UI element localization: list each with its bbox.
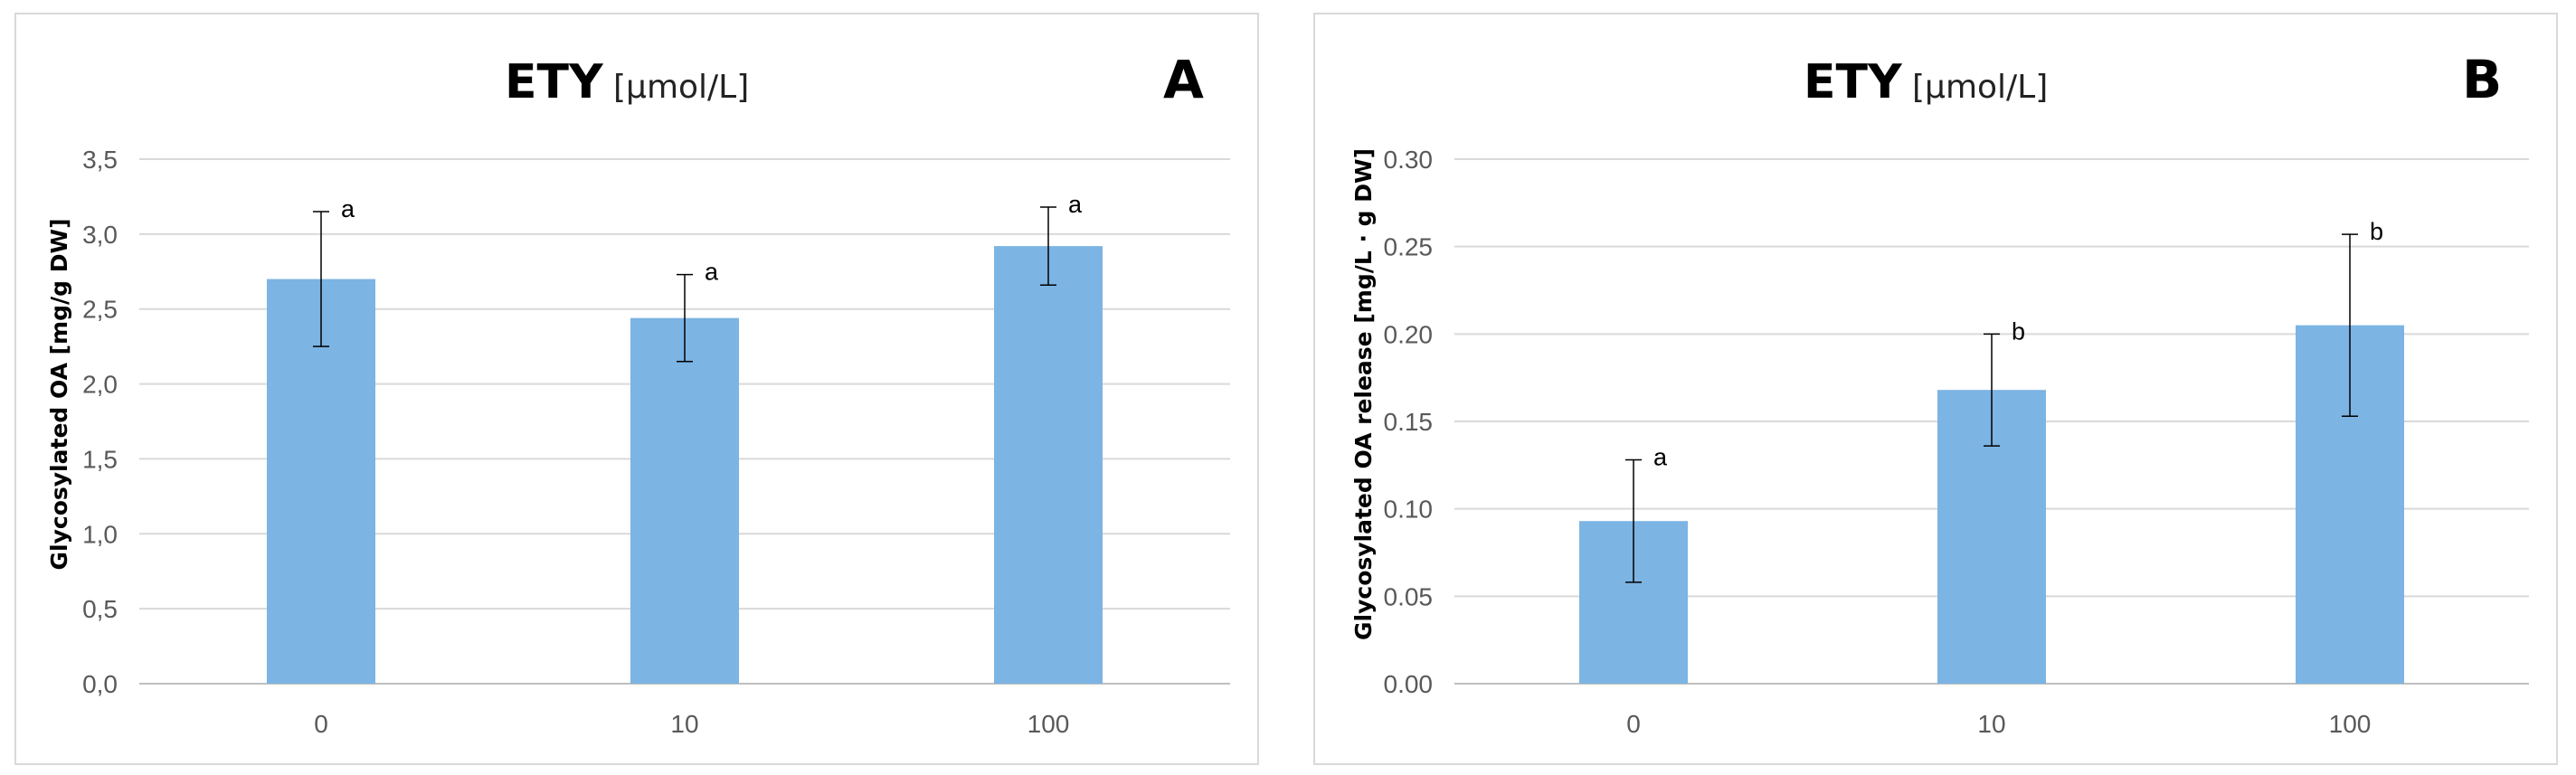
chart-b-y-tick-label: 0.00 <box>1384 670 1434 698</box>
chart-a-x-tick-label: 100 <box>1028 710 1070 738</box>
chart-a-bar-10 <box>630 317 739 684</box>
chart-b-title-unit: [μmol/L] <box>1912 69 2048 106</box>
chart-b-x-tick-label: 100 <box>2329 710 2372 738</box>
chart-b-x-tick-label: 0 <box>1626 710 1641 738</box>
chart-b-significance-label: a <box>1653 444 1668 471</box>
chart-a-x-tick-label: 10 <box>670 710 698 738</box>
chart-b-significance-label: b <box>2012 317 2025 345</box>
chart-a-y-tick-label: 0,5 <box>82 595 118 623</box>
chart-a-panel-letter: A <box>1163 49 1204 110</box>
chart-a-significance-label: a <box>705 259 719 286</box>
chart-a-title: ETY <box>505 55 604 109</box>
chart-panel-b: ETY [μmol/L] B Glycosylated OA release [… <box>1313 13 2558 765</box>
chart-b-y-tick-label: 0.20 <box>1384 320 1434 348</box>
chart-a-y-tick-label: 2,0 <box>82 371 118 399</box>
chart-a-bar-100 <box>994 246 1103 684</box>
chart-a-significance-label: a <box>1068 191 1083 218</box>
chart-a-y-tick-label: 1,5 <box>82 445 118 473</box>
chart-a-x-tick-label: 0 <box>314 710 328 738</box>
chart-b-y-axis-label: Glycosylated OA release [mg/L · g DW] <box>1350 148 1377 640</box>
chart-a-y-axis-label: Glycosylated OA [mg/g DW] <box>46 219 72 571</box>
chart-a-y-tick-label: 0,0 <box>82 670 118 698</box>
chart-a-svg: ETY [μmol/L] A Glycosylated OA [mg/g DW]… <box>46 49 1230 738</box>
chart-a-significance-label: a <box>341 195 355 222</box>
chart-b-y-tick-label: 0.10 <box>1384 496 1434 524</box>
chart-a-title-unit: [μmol/L] <box>613 69 749 106</box>
chart-b-svg: ETY [μmol/L] B Glycosylated OA release [… <box>1350 49 2529 738</box>
chart-a-y-tick-label: 1,0 <box>82 520 118 548</box>
chart-b-y-tick-label: 0.25 <box>1384 233 1434 261</box>
chart-b-y-tick-label: 0.30 <box>1384 146 1434 174</box>
chart-b-panel-letter: B <box>2462 49 2502 110</box>
chart-b-y-tick-label: 0.05 <box>1384 582 1434 610</box>
chart-b-significance-label: b <box>2370 218 2383 245</box>
chart-a-y-tick-label: 2,5 <box>82 296 118 324</box>
chart-panel-a: ETY [μmol/L] A Glycosylated OA [mg/g DW]… <box>14 13 1259 765</box>
chart-b-y-tick-label: 0.15 <box>1384 408 1434 436</box>
chart-a-y-tick-label: 3,0 <box>82 221 118 249</box>
chart-a-y-tick-label: 3,5 <box>82 146 118 174</box>
chart-b-x-tick-label: 10 <box>1977 710 2005 738</box>
chart-b-title: ETY <box>1804 55 1903 109</box>
